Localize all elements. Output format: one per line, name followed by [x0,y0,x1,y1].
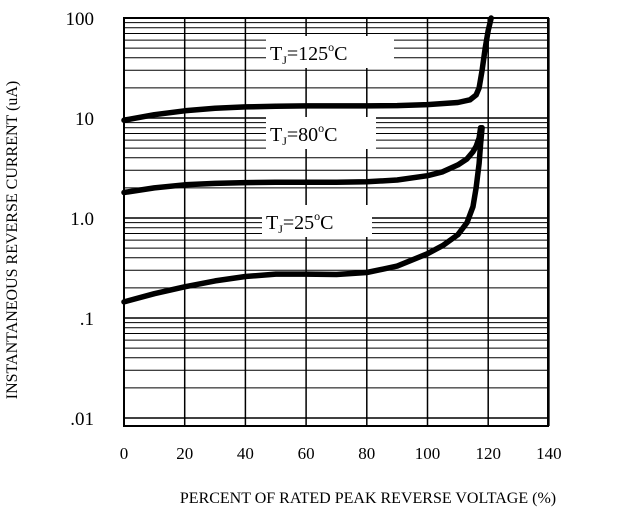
x-tick-label: 0 [120,444,129,463]
y-tick-label: 100 [66,9,95,30]
curve-label-box [266,36,394,68]
y-tick-label: 10 [75,109,94,130]
y-tick-label: .1 [80,309,94,330]
label-sub: J [282,134,287,148]
curve-label-box [262,205,372,237]
x-tick-label: 80 [358,444,375,463]
x-axis-label: PERCENT OF RATED PEAK REVERSE VOLTAGE (%… [180,490,556,507]
curve-label-text: TJ=25oC [266,209,334,236]
label-rest: =25 [283,212,314,234]
x-tick-label: 40 [237,444,254,463]
y-tick-label: .01 [70,409,94,430]
curve-label-text: TJ=125oC [270,40,348,67]
y-axis-label: INSTANTANEOUS REVERSE CURRENT (uA) [4,81,21,399]
y-tick-labels: .01 .1 1.0 10 100 [66,9,95,430]
label-main: T [270,43,282,65]
label-unit: C [324,124,337,146]
series-line-1 [121,15,494,123]
label-rest: =125 [287,43,328,65]
label-sub: J [282,53,287,67]
label-sup: o [328,40,334,54]
label-main: T [270,124,282,146]
x-tick-label: 140 [536,444,562,463]
label-unit: C [334,43,347,65]
series-line-2 [121,124,484,196]
label-rest: =80 [287,124,318,146]
label-main: T [266,212,278,234]
plot-frame [123,17,549,427]
series-line-3 [121,124,485,305]
x-tick-label: 120 [475,444,501,463]
x-tick-label: 60 [298,444,315,463]
label-unit: C [320,212,333,234]
x-tick-label: 100 [415,444,441,463]
curve-label-1: TJ=125oC [266,36,394,68]
curve-label-2: TJ=80oC [266,117,376,149]
label-sup: o [314,209,320,223]
x-tick-label: 20 [176,444,193,463]
curves [121,15,494,305]
x-tick-labels: 0 20 40 60 80 100 120 140 [120,444,562,463]
curve-label-3: TJ=25oC [262,205,372,237]
label-sub: J [278,222,283,236]
curve-label-box [266,117,376,149]
curve-label-text: TJ=80oC [270,121,338,148]
y-tick-label: 1.0 [70,209,94,230]
label-sup: o [318,121,324,135]
